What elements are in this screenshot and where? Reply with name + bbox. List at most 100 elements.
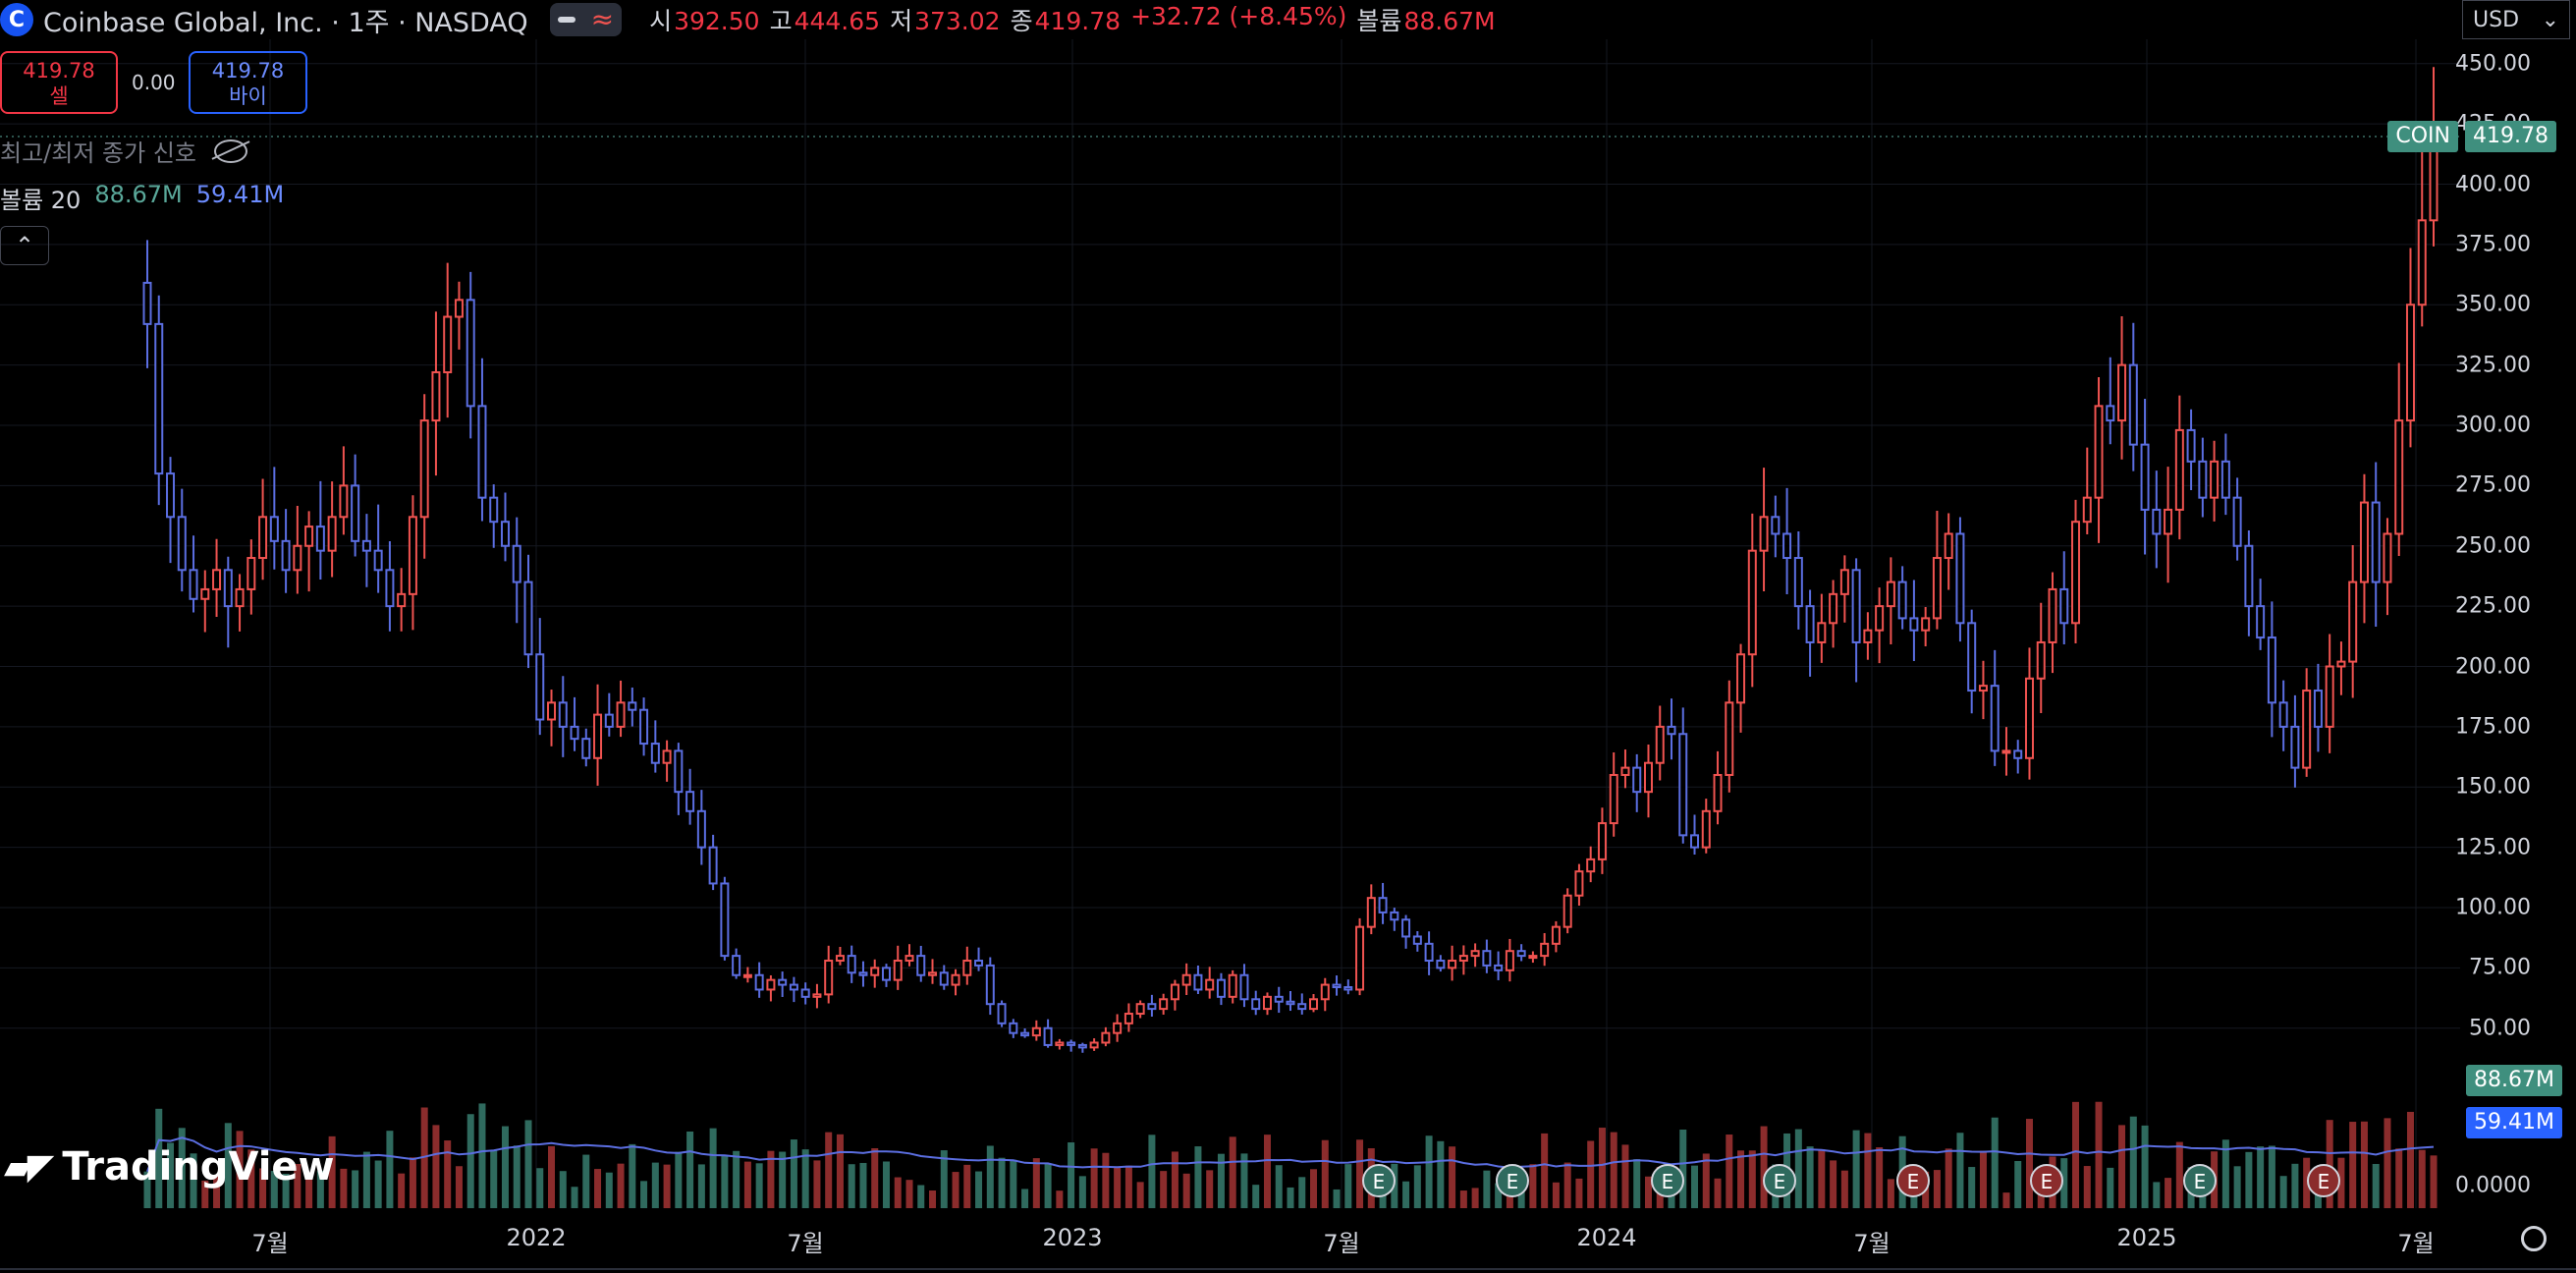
candle-body — [1667, 725, 1676, 736]
volume-bar — [316, 1170, 324, 1208]
candle-body — [1343, 986, 1353, 991]
candle-body — [1262, 995, 1272, 1011]
currency-select[interactable]: USD ⌄ — [2462, 0, 2570, 39]
candle-body — [258, 516, 268, 560]
candle-body — [754, 973, 764, 991]
candle-body — [1990, 685, 2000, 752]
volume-bar — [709, 1128, 717, 1208]
volume-bar — [1102, 1152, 1110, 1208]
earnings-marker-icon[interactable]: E — [1763, 1164, 1796, 1197]
volume-bar — [1691, 1165, 1699, 1208]
volume-bar — [1633, 1159, 1641, 1208]
hilo-indicator-legend[interactable]: 최고/최저 종가 신호 — [0, 134, 247, 168]
volume-bar — [894, 1177, 902, 1208]
candle-body — [639, 708, 649, 746]
candle-body — [1274, 995, 1284, 1003]
volume-bar — [1563, 1162, 1571, 1208]
candle-body — [2164, 508, 2173, 535]
candle-body — [1043, 1026, 1053, 1046]
eye-hidden-icon[interactable] — [213, 138, 247, 163]
price-tick: 250.00 — [2455, 533, 2531, 559]
earnings-marker-icon[interactable]: E — [2183, 1164, 2217, 1197]
candle-body — [2128, 363, 2138, 446]
price-tick: 150.00 — [2455, 774, 2531, 800]
candle-body — [2071, 521, 2081, 625]
buy-button[interactable]: 419.78 바이 — [189, 51, 307, 114]
settings-gear-icon[interactable] — [2521, 1226, 2547, 1251]
volume-bar — [1575, 1178, 1583, 1208]
buy-label: 바이 — [229, 84, 267, 108]
candle-body — [1736, 653, 1746, 704]
earnings-marker-icon[interactable]: E — [1496, 1164, 1529, 1197]
volume-bar — [490, 1149, 498, 1208]
candle-body — [1886, 581, 1895, 608]
volume-bar — [1876, 1146, 1884, 1208]
candle-body — [339, 484, 349, 519]
volume-bar — [2245, 1151, 2253, 1208]
candle-body — [1135, 1003, 1145, 1016]
candle-body — [789, 983, 798, 991]
candle-body — [985, 964, 995, 1006]
volume-bar — [501, 1126, 509, 1208]
volume-bar — [213, 1176, 221, 1208]
earnings-marker-icon[interactable]: E — [1651, 1164, 1684, 1197]
candle-body — [477, 405, 487, 499]
candle-body — [1551, 925, 1561, 945]
earnings-marker-icon[interactable]: E — [1362, 1164, 1396, 1197]
tradingview-logo[interactable]: ▰◤ TradingView — [4, 1144, 334, 1190]
candle-body — [2140, 443, 2150, 511]
volume-bar — [224, 1123, 232, 1208]
volume-bar — [1114, 1167, 1122, 1208]
earnings-marker-icon[interactable]: E — [1896, 1164, 1930, 1197]
volume-bar — [629, 1143, 636, 1208]
symbol-title[interactable]: Coinbase Global, Inc. · 1주 · NASDAQ — [43, 7, 528, 38]
candle-body — [1297, 1003, 1307, 1011]
candle-body — [304, 526, 314, 547]
wave-icon[interactable]: ≈ — [590, 3, 615, 35]
candle-body — [154, 322, 164, 475]
candle-body — [974, 960, 984, 967]
volume-bar — [155, 1108, 163, 1208]
candle-body — [2106, 405, 2115, 422]
volume-bar — [871, 1147, 879, 1208]
earnings-marker-icon[interactable]: E — [2030, 1164, 2063, 1197]
volume-bar — [986, 1145, 994, 1208]
candle-body — [1159, 998, 1169, 1011]
candle-body — [1205, 978, 1215, 991]
candle-body — [616, 701, 626, 728]
candle-body — [1193, 973, 1203, 991]
candle-body — [1528, 955, 1538, 960]
sell-button[interactable]: 419.78 셀 — [0, 51, 118, 114]
volume-bar — [2014, 1160, 2022, 1208]
candle-body — [1436, 960, 1446, 969]
high-key: 고 — [769, 7, 793, 35]
candle-body — [2256, 605, 2266, 639]
earnings-marker-icon[interactable]: E — [2307, 1164, 2340, 1197]
volume-bar — [559, 1171, 567, 1208]
candle-body — [315, 526, 325, 552]
volume-indicator-legend[interactable]: 볼륨 20 88.67M 59.41M — [0, 181, 284, 215]
minimize-icon[interactable] — [557, 17, 575, 23]
candle-body — [200, 587, 210, 600]
volume-bar — [801, 1149, 809, 1208]
volume-bar — [1171, 1151, 1178, 1208]
sell-price: 419.78 — [23, 59, 95, 83]
candle-body — [235, 587, 245, 608]
volume-bar — [1726, 1135, 1733, 1208]
volume-bar — [1090, 1148, 1098, 1208]
volume-bar — [201, 1180, 209, 1208]
candle-body — [2313, 690, 2323, 728]
change-value: +32.72 (+8.45%) — [1130, 2, 1347, 30]
candle-body — [581, 738, 591, 759]
volume-bar — [1437, 1140, 1445, 1208]
candle-body — [904, 955, 914, 963]
candle-body — [870, 967, 880, 976]
volume-bar — [2118, 1125, 2126, 1208]
collapse-legend-button[interactable]: ⌃ — [0, 226, 49, 265]
volume-bar — [2372, 1163, 2380, 1208]
volume-bar — [882, 1161, 890, 1208]
candle-body — [800, 988, 810, 998]
candle-body — [2336, 660, 2346, 668]
volume-bar — [1541, 1133, 1549, 1208]
